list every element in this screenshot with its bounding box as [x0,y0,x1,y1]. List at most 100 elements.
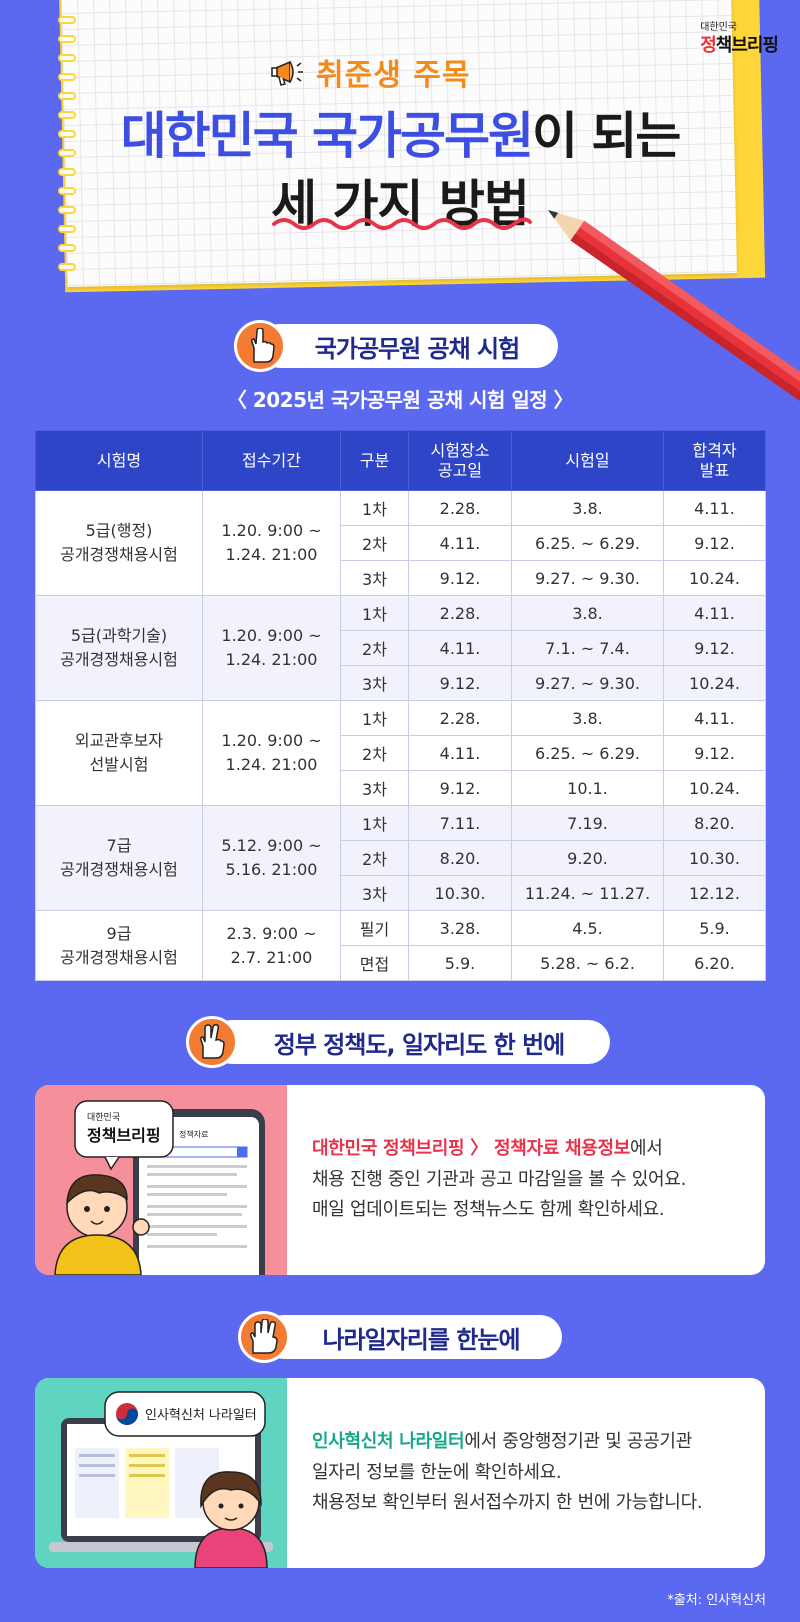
notice-cell: 8.20. [408,840,512,876]
period-line2: 5.16. 21:00 [225,860,318,879]
exam-cell: 3.8. [511,700,664,736]
brand-big-text: 정책브리핑 [700,31,779,57]
spiral-ring [58,35,76,43]
table-row: 9급 공개경쟁채용시험 2.3. 9:00 ~ 2.7. 21:00 필기 3.28. 4.… [35,910,766,981]
exam-cell: 4.5. [511,910,664,946]
round-cell: 2차 [340,525,409,561]
result-cell: 8.20. [663,805,766,841]
table-header-cell: 시험일 [511,430,664,491]
exam-cell: 10.1. [511,770,664,806]
exam-name-line1: 외교관후보자 [74,731,164,750]
application-period-cell: 1.20. 9:00 ~ 1.24. 21:00 [202,700,341,806]
section3-pill: 나라일자리를 한눈에 [262,1315,562,1359]
exam-cell: 9.27. ~ 9.30. [511,560,664,596]
period-line1: 1.20. 9:00 ~ [221,731,322,750]
exam-name-line2: 공개경쟁채용시험 [60,860,178,879]
table-row: 외교관후보자 선발시험 1.20. 9:00 ~ 1.24. 21:00 1차 2.28.… [35,700,766,806]
notice-cell: 7.11. [408,805,512,841]
nara-line1-rest: 에서 중앙행정기관 및 공공기관 [464,1431,692,1453]
table-header-cell: 구분 [340,430,409,491]
period-line2: 1.24. 21:00 [225,755,318,774]
result-cell: 10.24. [663,770,766,806]
notice-cell: 9.12. [408,770,512,806]
notice-cell: 2.28. [408,700,512,736]
exam-cell: 11.24. ~ 11.27. [511,875,664,911]
exam-cell: 3.8. [511,490,664,526]
phone-title: 정책자료 [179,1129,208,1139]
hand-two-finger-icon [186,1016,238,1068]
nara-bubble-text: 인사혁신처 나라일터 [145,1408,257,1423]
exam-cell: 7.19. [511,805,664,841]
page-title-line1: 대한민국 국가공무원이 되는 [0,107,800,166]
notice-cell: 2.28. [408,490,512,526]
exam-cell: 5.28. ~ 6.2. [511,945,664,981]
spiral-ring [58,187,76,195]
result-cell: 4.11. [663,700,766,736]
table-row: 5급(과학기술) 공개경쟁채용시험 1.20. 9:00 ~1.24. 21:00 1… [35,595,766,701]
spiral-ring [58,168,76,176]
nara-ilteo-illustration: 인사혁신처 나라일터 [35,1378,287,1568]
spiral-rings [58,0,78,290]
table-row: 면접 5.9. 5.28. ~ 6.2. 6.20. [36,945,766,981]
schedule-subtitle: 〈 2025년 국가공무원 공채 시험 일정 〉 [226,388,574,412]
notice-cell: 3.28. [408,910,512,946]
policy-briefing-card: 정책자료 대한민국 정책브리핑 대한민 [35,1085,765,1275]
spiral-ring [58,73,76,81]
brand-logo: 대한민국 정책브리핑 [700,18,779,57]
policy-line1-rest: 에서 [630,1138,663,1160]
round-cell: 1차 [340,595,409,631]
period-line1: 1.20. 9:00 ~ [221,521,322,540]
exam-name-cell: 5급(과학기술) 공개경쟁채용시험 [35,595,203,701]
table-row: 7급 공개경쟁채용시험 5.12. 9:00 ~ 5.16. 21:00 1차 7.11.… [35,805,766,911]
round-cell: 2차 [340,840,409,876]
table-row: 5급(행정) 공개경쟁채용시험 1.20. 9:00 ~ 1.24. 21:00 1차 2… [35,490,766,596]
spiral-ring [58,206,76,214]
nara-ilteo-text: 인사혁신처 나라일터에서 중앙행정기관 및 공공기관 일자리 정보를 한눈에 확… [312,1378,703,1568]
result-cell: 10.24. [663,560,766,596]
exam-name-cell: 7급 공개경쟁채용시험 [35,805,203,911]
notice-cell: 9.12. [408,665,512,701]
squiggle-underline [272,217,532,230]
section2-pill-text: 정부 정책도, 일자리도 한 번에 [273,1030,565,1059]
section2-pill: 정부 정책도, 일자리도 한 번에 [210,1020,610,1064]
exam-name-line1: 5급(행정) [85,521,153,540]
table-row: 3차 10.30. 11.24. ~ 11.27. 12.12. [36,875,766,911]
result-cell: 5.9. [663,910,766,946]
table-row: 3차 9.12. 10.1. 10.24. [36,770,766,806]
exam-name-line2: 공개경쟁채용시험 [60,947,178,967]
hand-three-finger-icon [238,1311,290,1363]
table-header-cell: 접수기간 [202,430,341,491]
period-line1: 2.3. 9:00 ~ [226,923,317,943]
round-cell: 3차 [340,665,409,701]
table-header-cell: 시험장소 공고일 [408,430,512,491]
headline-tag: 취준생 주목 [270,50,470,94]
notice-cell: 2.28. [408,595,512,631]
table-row: 2차 4.11. 6.25. ~ 6.29. 9.12. [36,735,766,771]
result-cell: 6.20. [663,945,766,981]
nara-line3: 채용정보 확인부터 원서접수까지 한 번에 가능합니다. [312,1492,703,1514]
spiral-ring [58,263,76,271]
period-line2: 1.24. 21:00 [225,650,318,669]
megaphone-icon [270,54,306,90]
round-cell: 면접 [340,945,409,981]
section3-pill-text: 나라일자리를 한눈에 [322,1325,520,1354]
policy-briefing-illustration: 정책자료 대한민국 정책브리핑 [35,1085,287,1275]
result-cell: 10.24. [663,665,766,701]
notice-cell: 4.11. [408,630,512,666]
exam-name-line2: 선발시험 [89,755,149,774]
period-line1: 5.12. 9:00 ~ [221,836,322,855]
section1-pill: 국가공무원 공채 시험 [258,324,558,368]
nara-line1: 인사혁신처 나라일터에서 중앙행정기관 및 공공기관 [312,1427,702,1458]
pencil-icon [540,199,800,417]
exam-cell: 3.8. [511,595,664,631]
spiral-ring [58,111,76,119]
spiral-ring [58,16,76,24]
round-cell: 3차 [340,875,409,911]
brand-big-a: 정 [700,35,717,56]
table-header-cell: 합격자 발표 [663,430,766,491]
exam-name-line2: 공개경쟁채용시험 [60,650,178,669]
exam-name-line1: 9급 [106,923,132,943]
spiral-ring [58,225,76,233]
nara-line2: 일자리 정보를 한눈에 확인하세요. [312,1461,562,1483]
